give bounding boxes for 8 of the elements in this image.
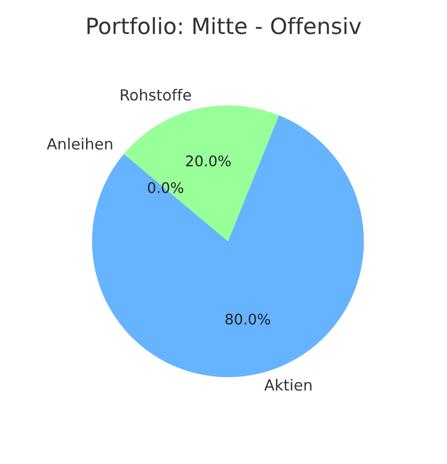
slice-label: Rohstoffe [120,88,191,101]
chart-title: Portfolio: Mitte - Offensiv [88,17,362,34]
data-label: 20.0% [186,155,231,166]
text: 0.0% [148,182,184,194]
pie-slice [124,105,279,242]
category-label: Anleihen [46,138,112,150]
data-label: 80.0% [226,314,270,325]
slice-label: Aktien [264,378,312,391]
